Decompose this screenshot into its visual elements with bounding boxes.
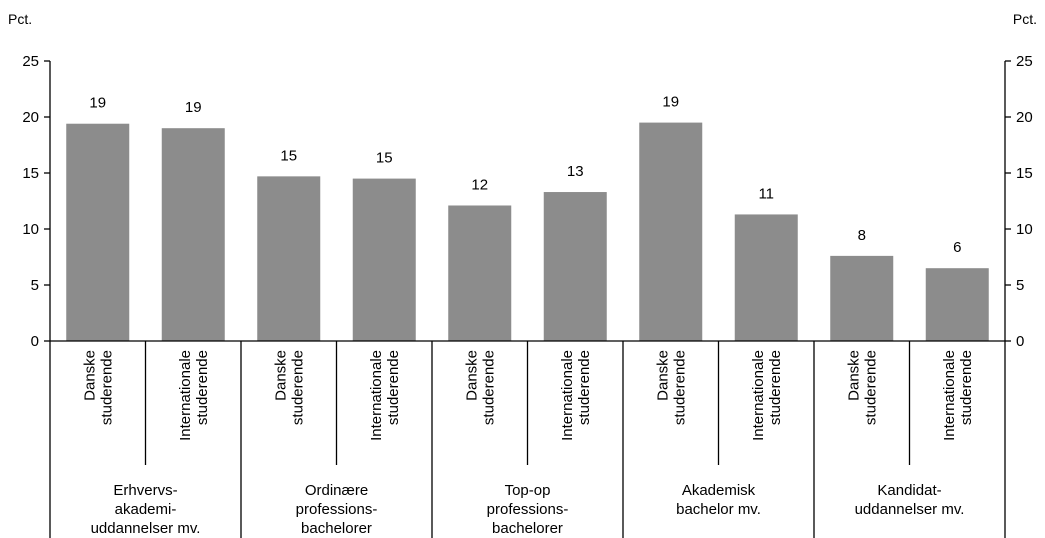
category-label-line: Internationale xyxy=(368,350,385,441)
bar xyxy=(830,255,894,341)
category-label-line: Danske xyxy=(463,350,480,401)
group-label: Akademisk bachelor mv. xyxy=(676,482,761,518)
category-label-line: Internationale xyxy=(177,350,194,441)
group-label: Erhvervs-akademi-uddannelser mv. xyxy=(91,482,201,537)
category-label-line: studerende xyxy=(289,350,306,425)
y-tick-label-left: 25 xyxy=(22,53,39,70)
category-label: Danskestuderende xyxy=(272,350,306,425)
category-label: Danskestuderende xyxy=(845,350,879,425)
bar xyxy=(543,192,607,341)
data-label: 19 xyxy=(89,95,106,112)
data-label: 11 xyxy=(758,185,774,202)
group-label-line: professions- xyxy=(487,501,569,518)
group-label-line: Ordinære xyxy=(305,482,368,499)
data-label: 8 xyxy=(858,227,866,244)
y-tick-label-left: 0 xyxy=(31,333,39,350)
category-label: Internationalestuderende xyxy=(750,350,784,441)
category-label-line: Danske xyxy=(272,350,289,401)
y-tick-label-left: 10 xyxy=(22,221,39,238)
bar xyxy=(639,122,703,341)
data-label: 19 xyxy=(662,94,679,111)
category-label-line: studerende xyxy=(385,350,402,425)
data-label: 13 xyxy=(567,163,584,180)
data-label: 6 xyxy=(953,239,961,256)
y-tick-label-left: 20 xyxy=(22,109,39,126)
category-label: Danskestuderende xyxy=(463,350,497,425)
plot-area: 0 0 5 5 10 10 15 15 20 20 25 25 19 19 15 15 12 13 19 11 8 6 Da… xyxy=(22,53,1033,538)
category-label: Internationalestuderende xyxy=(559,350,593,441)
data-label: 19 xyxy=(185,99,202,116)
category-label: Danskestuderende xyxy=(654,350,688,425)
y-axis-unit-right: Pct. xyxy=(1013,11,1037,27)
category-label-line: Danske xyxy=(845,350,862,401)
group-label: Top-op professions-bachelorer xyxy=(487,482,569,537)
category-label-line: studerende xyxy=(194,350,211,425)
group-label-line: Top-op xyxy=(505,482,551,499)
category-label-line: Danske xyxy=(81,350,98,401)
y-tick-label-left: 5 xyxy=(31,277,39,294)
category-label-line: studerende xyxy=(767,350,784,425)
bar xyxy=(448,205,512,341)
bar xyxy=(66,123,130,341)
group-label-line: uddannelser mv. xyxy=(91,520,201,537)
group-label: Ordinære professions-bachelorer xyxy=(296,482,378,537)
data-label: 12 xyxy=(471,176,488,193)
category-label: Internationalestuderende xyxy=(368,350,402,441)
group-label-line: akademi- xyxy=(115,501,177,518)
group-label-line: bachelor mv. xyxy=(676,501,761,518)
group-label-line: Kandidat- xyxy=(877,482,941,499)
group-label-line: bachelorer xyxy=(301,520,372,537)
data-label: 15 xyxy=(280,147,297,164)
category-label: Danskestuderende xyxy=(81,350,115,425)
bar xyxy=(257,176,321,341)
bar xyxy=(352,178,416,341)
group-label-line: bachelorer xyxy=(492,520,563,537)
group-label: Kandidat-uddannelser mv. xyxy=(855,482,965,518)
y-tick-label-right: 15 xyxy=(1016,165,1033,182)
group-label-line: uddannelser mv. xyxy=(855,501,965,518)
y-tick-label-right: 5 xyxy=(1016,277,1024,294)
y-tick-label-right: 25 xyxy=(1016,53,1033,70)
category-label: Internationalestuderende xyxy=(177,350,211,441)
group-label-line: Akademisk xyxy=(682,482,756,499)
bar xyxy=(734,214,798,341)
y-tick-label-right: 20 xyxy=(1016,109,1033,126)
bar xyxy=(925,268,989,341)
group-label-line: professions- xyxy=(296,501,378,518)
category-label-line: studerende xyxy=(671,350,688,425)
category-label-line: Internationale xyxy=(941,350,958,441)
category-label-line: studerende xyxy=(98,350,115,425)
category-label-line: studerende xyxy=(862,350,879,425)
bar xyxy=(161,128,225,341)
category-label-line: studerende xyxy=(480,350,497,425)
y-tick-label-right: 10 xyxy=(1016,221,1033,238)
y-axis-unit-left: Pct. xyxy=(8,11,32,27)
y-tick-label-left: 15 xyxy=(22,165,39,182)
data-label: 15 xyxy=(376,150,393,167)
category-label-line: studerende xyxy=(958,350,975,425)
group-label-line: Erhvervs- xyxy=(113,482,177,499)
category-label-line: Internationale xyxy=(559,350,576,441)
category-label-line: Internationale xyxy=(750,350,767,441)
y-tick-label-right: 0 xyxy=(1016,333,1024,350)
category-label-line: Danske xyxy=(654,350,671,401)
category-label-line: studerende xyxy=(576,350,593,425)
category-label: Internationalestuderende xyxy=(941,350,975,441)
